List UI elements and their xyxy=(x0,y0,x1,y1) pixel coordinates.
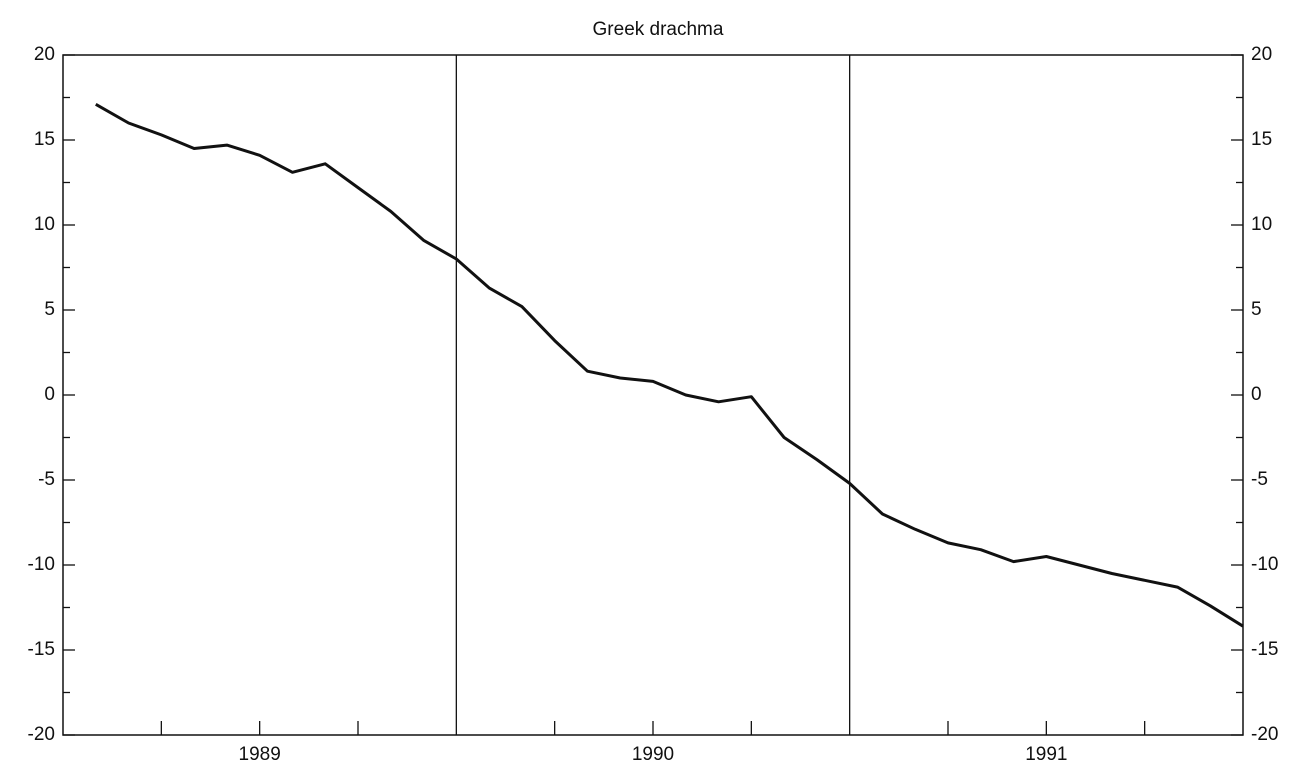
y-tick-label: 10 xyxy=(34,214,55,235)
y2-tick-label: 15 xyxy=(1251,129,1272,150)
y-tick-label: 0 xyxy=(44,384,55,405)
y-tick-label: -15 xyxy=(28,639,55,660)
y-tick-label: 20 xyxy=(34,44,55,65)
y-tick-label: -5 xyxy=(38,469,55,490)
y2-tick-label: -5 xyxy=(1251,469,1268,490)
y2-tick-label: 5 xyxy=(1251,299,1262,320)
y2-tick-label: 20 xyxy=(1251,44,1272,65)
x-tick-label: 1990 xyxy=(632,744,674,765)
y-tick-label: -10 xyxy=(28,554,55,575)
plot-frame xyxy=(62,54,1244,736)
y2-tick-label: 10 xyxy=(1251,214,1272,235)
y2-tick-label: 0 xyxy=(1251,384,1262,405)
y-tick-label: 15 xyxy=(34,129,55,150)
x-tick-label: 1989 xyxy=(239,744,281,765)
y-tick-label: 5 xyxy=(44,299,55,320)
x-tick-label: 1991 xyxy=(1025,744,1067,765)
y2-tick-label: -10 xyxy=(1251,554,1278,575)
data-line xyxy=(95,102,1244,628)
y-tick-label: -20 xyxy=(28,724,55,745)
y2-tick-label: -15 xyxy=(1251,639,1278,660)
y2-tick-label: -20 xyxy=(1251,724,1278,745)
chart-title: Greek drachma xyxy=(593,19,724,40)
